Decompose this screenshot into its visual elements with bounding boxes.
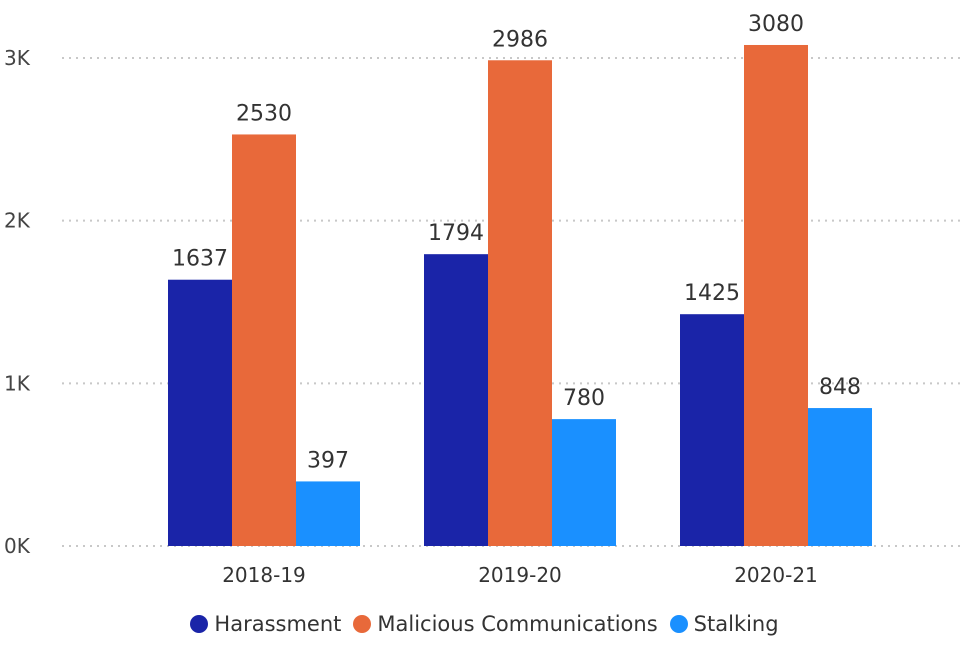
bar [296,481,360,546]
y-tick-label: 3K [4,46,31,70]
legend-item[interactable]: Harassment [190,612,341,636]
data-label: 3080 [748,12,804,37]
data-label: 2530 [236,101,292,126]
bar [808,408,872,546]
bar [552,419,616,546]
y-tick-label: 1K [4,371,31,395]
data-label: 2986 [492,27,548,52]
bars [168,44,872,547]
y-axis-ticks: 0K 1K 2K 3K [4,46,31,558]
legend: Harassment Malicious Communications Stalki… [0,612,969,636]
bar [232,134,296,546]
legend-label: Stalking [693,612,779,636]
legend-item[interactable]: Malicious Communications [353,612,658,636]
y-tick-label: 2K [4,209,31,233]
legend-label: Malicious Communications [377,612,658,636]
x-axis-categories: 2018-19 2019-20 2020-21 [222,563,818,587]
bar [488,60,552,546]
data-label: 1637 [172,247,228,272]
bar [680,314,744,546]
category-label: 2020-21 [734,563,818,587]
bar [744,44,808,547]
data-labels: 1637 2530 397 1794 2986 780 1425 3080 848 [172,12,861,473]
legend-item[interactable]: Stalking [669,612,779,636]
bar [424,254,488,546]
data-label: 397 [307,448,349,473]
legend-dot-icon [190,615,209,633]
legend-label: Harassment [214,612,342,636]
category-label: 2019-20 [478,563,562,587]
legend-dot-icon [669,615,688,633]
data-label: 780 [563,386,605,411]
category-label: 2018-19 [222,563,306,587]
data-label: 848 [819,375,861,400]
y-tick-label: 0K [4,534,31,558]
data-label: 1794 [428,221,484,246]
bar [168,279,232,546]
legend-dot-icon [353,615,372,633]
data-label: 1425 [684,281,740,306]
